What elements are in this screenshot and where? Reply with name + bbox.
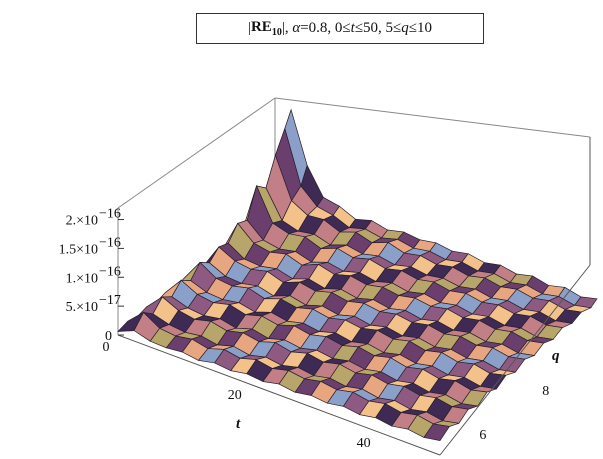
x-tick-label-0: 0 <box>103 340 110 355</box>
box-edge-right-bottom <box>439 264 591 456</box>
z-tick-label-2: 1.×10 <box>66 271 98 286</box>
title-alpha-symbol: α <box>292 20 301 36</box>
z-tick-exponent-1: −17 <box>99 293 121 308</box>
x-axis-ticks: 0 20 40 <box>103 340 371 451</box>
x-axis-label: t <box>236 416 241 432</box>
surface-cell-19-0 <box>423 423 451 441</box>
chart-title: | RE10 |, α =0.8, 0≤ t ≤50, 5≤ q ≤10 <box>196 13 484 44</box>
y-axis-label: q <box>552 348 560 364</box>
title-t-range: ≤50, 5≤ <box>354 20 402 36</box>
title-bars-close: |, <box>281 20 289 36</box>
title-t-symbol: t <box>350 20 355 36</box>
y-tick-label-0: 6 <box>479 428 486 443</box>
z-axis-ticks: 05.×10 −171.×10 −161.5×10 −162.×10 −16 <box>59 207 124 344</box>
z-tick-label-3: 1.5×10 <box>59 242 98 257</box>
title-name: RE10 <box>251 19 282 38</box>
title-name-text: RE <box>250 19 272 35</box>
y-tick-label-1: 8 <box>542 384 549 399</box>
x-tick-label-1: 20 <box>228 388 242 403</box>
box-edge-back-left <box>117 97 276 209</box>
plot-box-front-edges <box>117 137 591 456</box>
title-subscript: 10 <box>271 27 282 38</box>
z-tick-label-1: 5.×10 <box>66 300 98 315</box>
box-edge-back-top <box>274 97 591 138</box>
z-tick-label-0: 0 <box>105 329 112 344</box>
title-q-range: ≤10 <box>408 20 433 36</box>
z-tick-label-4: 2.×10 <box>66 214 98 229</box>
z-tick-exponent-2: −16 <box>99 264 121 279</box>
surface-mesh <box>117 108 598 441</box>
title-alpha-value: =0.8, 0≤ <box>300 20 351 36</box>
x-tick-label-2: 40 <box>357 436 371 451</box>
title-bars-open: | <box>247 20 251 36</box>
box-edge-front-bottom <box>117 334 441 456</box>
y-axis-ticks: 6810 <box>479 384 549 443</box>
title-q-symbol: q <box>401 20 409 36</box>
z-tick-exponent-4: −16 <box>99 207 121 222</box>
z-tick-exponent-3: −16 <box>99 235 121 250</box>
